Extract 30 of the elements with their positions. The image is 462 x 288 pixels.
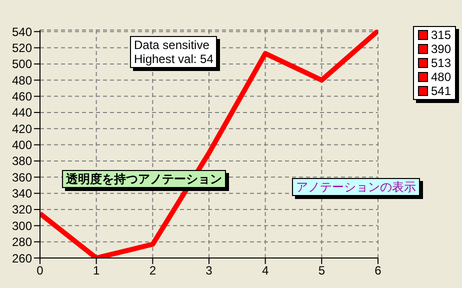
y-tick-label: 520 <box>12 41 32 56</box>
annotation: アノテーションの表示 <box>296 180 416 194</box>
text: 513 <box>430 56 451 70</box>
y-tick-label: 400 <box>12 138 32 152</box>
annotation: Data sensitive Highest val: 54 <box>134 38 214 66</box>
text: 315 <box>430 28 451 42</box>
y-tick-label: 420 <box>12 122 32 136</box>
text: 480 <box>430 70 451 84</box>
y-tick-label: 460 <box>12 90 32 104</box>
x-tick-label: 2 <box>149 264 156 278</box>
y-tick-label: 320 <box>12 202 32 217</box>
text: 541 <box>430 84 451 98</box>
y-tick-label: 360 <box>12 170 32 184</box>
y-tick-label: 340 <box>12 186 32 201</box>
x-tick-label: 5 <box>318 264 326 278</box>
y-tick-label: 260 <box>12 251 32 266</box>
y-tick-label: 440 <box>12 106 32 120</box>
y-tick-label: 380 <box>12 154 32 168</box>
x-tick-label: 4 <box>262 264 269 278</box>
y-tick-label: 280 <box>12 235 32 250</box>
text: 390 <box>430 42 451 56</box>
y-tick-label: 480 <box>12 73 32 88</box>
y-tick-label: 300 <box>12 218 32 233</box>
y-tick-label: 500 <box>12 57 32 72</box>
annotation: 透明度を持つアノテーション <box>66 172 222 186</box>
x-tick-label: 0 <box>36 264 44 278</box>
x-tick-label: 6 <box>374 264 382 278</box>
x-tick-label: 1 <box>92 264 100 278</box>
x-tick-label: 3 <box>206 264 213 278</box>
y-tick-label: 540 <box>12 24 32 39</box>
